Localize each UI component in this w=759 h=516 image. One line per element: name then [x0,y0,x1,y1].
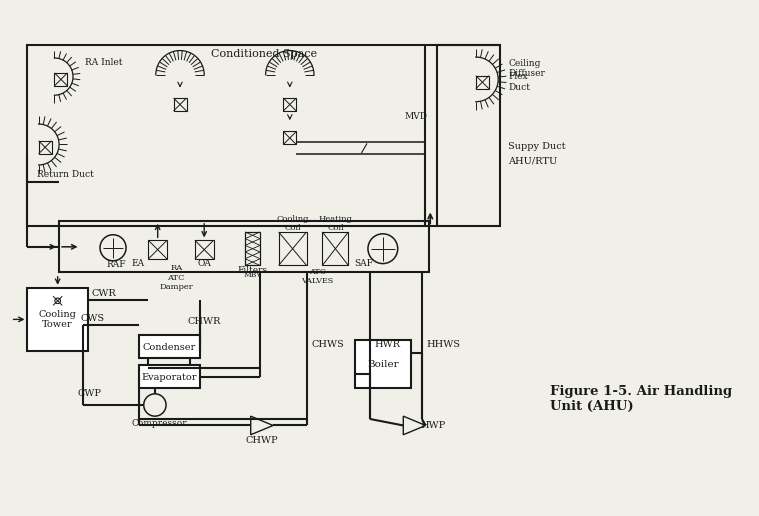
Text: CWP: CWP [77,390,102,398]
Bar [59,221,430,272]
Text: Return Duct: Return Duct [36,170,93,179]
Text: Filters: Filters [238,266,268,275]
Bar [195,240,213,259]
Text: RA Inlet: RA Inlet [85,58,123,67]
Bar [148,240,167,259]
Bar [55,73,68,86]
Text: RAF: RAF [107,260,127,269]
Text: Flex
Duct: Flex Duct [509,72,531,92]
Text: Suppy Duct: Suppy Duct [509,142,566,151]
Text: CHWS: CHWS [311,340,344,349]
Text: RA
ATC
Damper: RA ATC Damper [159,264,194,291]
Bar [245,232,260,265]
Text: Cooling
Tower: Cooling Tower [39,310,77,329]
Text: Compressor: Compressor [132,419,187,428]
Text: EA: EA [131,259,145,268]
Text: HHWS: HHWS [427,340,461,349]
Text: Boiler: Boiler [367,360,398,368]
Bar [174,98,187,111]
Text: CHWP: CHWP [246,436,279,445]
Text: Unit (AHU): Unit (AHU) [550,400,634,413]
Text: Condenser: Condenser [142,343,196,352]
Text: Evaporator: Evaporator [141,373,197,382]
Bar [139,365,200,388]
Bar [283,132,296,144]
Text: HWP: HWP [420,421,446,430]
Bar [355,340,411,388]
Text: Heating
Coil: Heating Coil [319,215,352,232]
Bar [323,232,348,265]
Text: MVD: MVD [405,112,427,121]
Text: CWS: CWS [80,314,105,323]
Text: AHU/RTU: AHU/RTU [509,157,558,166]
Text: MBV: MBV [243,271,262,279]
Bar [139,335,200,359]
Bar [27,288,88,351]
Bar [476,76,489,89]
Text: Ceiling
Diffuser: Ceiling Diffuser [509,58,545,78]
Bar [283,98,296,111]
Bar [39,141,52,154]
Bar [27,45,500,227]
Text: SAF: SAF [354,259,373,268]
Text: Conditioned Space: Conditioned Space [211,49,317,59]
Text: ATC
VALVES: ATC VALVES [301,268,334,285]
Text: HWR: HWR [374,340,401,349]
Text: OA: OA [197,259,211,268]
Text: Cooling
Coil: Cooling Coil [276,215,309,232]
Text: CWR: CWR [91,289,116,298]
Text: CHWR: CHWR [187,317,221,326]
Text: Figure 1-5. Air Handling: Figure 1-5. Air Handling [550,384,732,397]
Bar [279,232,307,265]
